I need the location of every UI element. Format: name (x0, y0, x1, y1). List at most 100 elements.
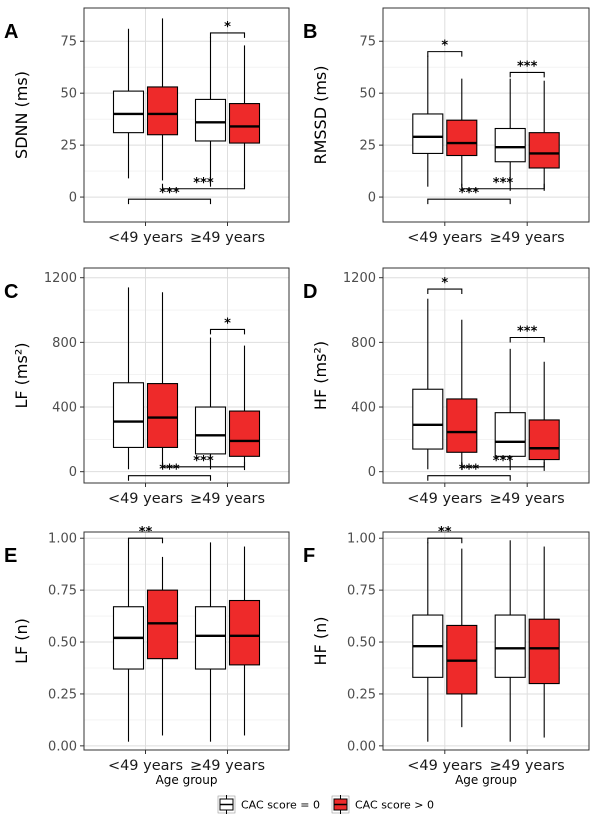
bracket-line (127, 537, 164, 544)
panel-border (382, 267, 590, 484)
y-tick-label: 1200 (44, 271, 77, 286)
legend-item-cac0: CAC score = 0 (217, 795, 320, 814)
x-tick-label: <49 years (407, 758, 482, 774)
significance-label: *** (159, 186, 180, 201)
x-tick-label: ≥49 years (190, 491, 265, 507)
bracket-line (461, 183, 545, 190)
significance-label: * (441, 276, 448, 291)
y-tick-label: 0.75 (347, 584, 376, 599)
significance-bracket: * (427, 276, 463, 295)
y-tick-label: 0.25 (48, 687, 77, 702)
box-body (494, 412, 526, 457)
significance-label: *** (517, 59, 538, 74)
significance-label: *** (159, 463, 180, 478)
box-cacpos-1 (528, 546, 560, 738)
significance-bracket: *** (509, 59, 545, 78)
significance-bracket: *** (161, 454, 246, 469)
bracket-line (509, 71, 545, 78)
bracket-line (161, 183, 246, 190)
box-cac0-0 (112, 28, 145, 179)
bracket-line (127, 475, 212, 481)
y-axis-label: RMSSD (ms) (311, 65, 330, 164)
box-cac0-0 (112, 287, 145, 470)
x-tick-label: ≥49 years (490, 230, 565, 246)
x-tick-label: ≥49 years (490, 491, 565, 507)
legend-item-cacpos: CAC score > 0 (331, 795, 434, 814)
box-cacpos-0 (446, 78, 478, 187)
box-cacpos-1 (528, 80, 560, 191)
y-tick-label: 400 (52, 401, 77, 416)
box-cac0-1 (194, 37, 227, 187)
significance-label: *** (193, 176, 214, 191)
box-body (228, 599, 261, 666)
box-body (194, 606, 227, 670)
significance-label: *** (459, 186, 480, 201)
y-tick-label: 800 (52, 336, 77, 351)
x-tick-label: ≥49 years (190, 230, 265, 246)
bracket-line (209, 328, 246, 335)
significance-label: * (224, 20, 231, 35)
bracket-line (509, 336, 545, 343)
x-tick-label: <49 years (407, 491, 482, 507)
panel-label: E (4, 545, 17, 567)
panel-border (83, 531, 290, 751)
significance-label: *** (493, 454, 514, 469)
x-tick-label: <49 years (108, 491, 183, 507)
bracket-line (427, 198, 511, 205)
y-axis-label: HF (n) (311, 617, 330, 666)
y-tick-label: 0 (69, 191, 77, 206)
significance-label: * (224, 316, 231, 331)
significance-label: * (441, 39, 448, 54)
panel-label: D (303, 281, 317, 303)
panel-label: F (303, 545, 315, 567)
significance-bracket: ** (127, 525, 164, 544)
significance-label: *** (517, 325, 538, 340)
significance-bracket: *** (127, 186, 212, 205)
x-tick-label: ≥49 years (490, 758, 565, 774)
box-body (412, 113, 444, 154)
panel-border (83, 267, 290, 484)
box-body (528, 132, 560, 169)
bracket-line (427, 51, 463, 57)
significance-bracket: * (209, 316, 246, 335)
significance-bracket: *** (427, 186, 511, 205)
y-axis-label: HF (ms²) (311, 341, 330, 410)
panel-f: 0.00 0.25 0.50 0.75 1.00 ** <49 years ≥49 years… (303, 525, 590, 787)
significance-bracket: *** (127, 463, 212, 481)
y-tick-label: 1.00 (48, 532, 77, 547)
box-cac0-0 (112, 542, 145, 742)
y-tick-label: 0.00 (347, 739, 376, 754)
x-tick-label: <49 years (108, 230, 183, 246)
significance-bracket: *** (161, 176, 246, 191)
significance-bracket: *** (461, 176, 545, 191)
significance-bracket: * (209, 20, 246, 38)
box-body (528, 419, 560, 461)
y-tick-label: 0 (368, 465, 376, 480)
panel-e: 0.00 0.25 0.50 0.75 1.00 ** <49 years ≥49 years… (4, 525, 290, 787)
y-tick-label: 50 (359, 87, 376, 102)
significance-label: ** (139, 525, 153, 540)
y-tick-label: 800 (351, 336, 376, 351)
panel-border (83, 7, 290, 223)
bracket-line (427, 288, 463, 295)
bracket-line (461, 461, 545, 468)
y-axis-label: SDNN (ms) (12, 71, 31, 159)
bracket-line (209, 32, 246, 38)
y-tick-label: 25 (60, 139, 77, 154)
y-tick-label: 25 (359, 139, 376, 154)
y-tick-label: 1200 (343, 271, 376, 286)
significance-label: *** (193, 454, 214, 469)
box-body (194, 98, 227, 142)
significance-bracket: * (427, 39, 463, 57)
box-body (228, 103, 261, 144)
y-tick-label: 0 (368, 191, 376, 206)
panel-label: C (4, 281, 18, 303)
box-cac0-1 (494, 78, 526, 191)
x-axis-label: Age group (455, 773, 517, 787)
y-tick-label: 400 (351, 401, 376, 416)
